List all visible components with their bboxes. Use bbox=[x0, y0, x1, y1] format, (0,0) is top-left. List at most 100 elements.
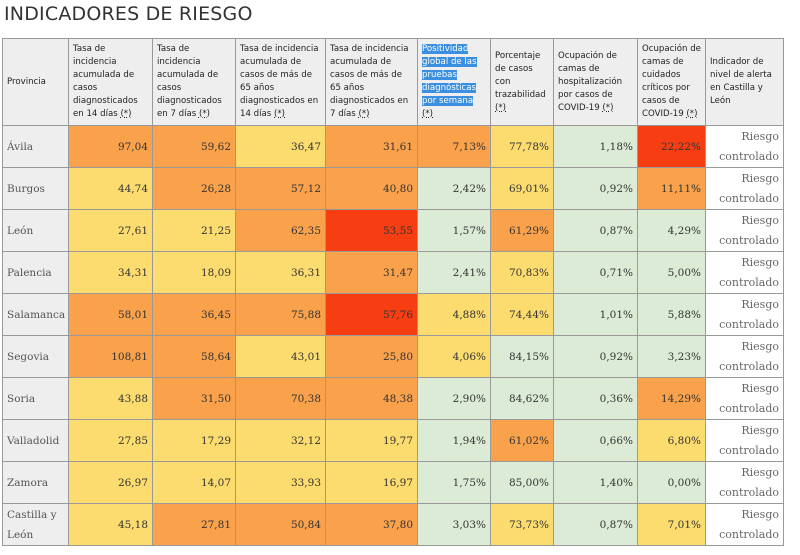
indicator-cell: 77,78% bbox=[490, 125, 554, 168]
alert-level-cell: Riesgo controlado bbox=[705, 293, 784, 336]
indicator-cell: 73,73% bbox=[490, 503, 554, 546]
alert-level-cell: Riesgo controlado bbox=[705, 503, 784, 546]
column-header-label: Tasa de incidencia acumulada de casos di… bbox=[73, 44, 138, 119]
indicator-cell: 25,80 bbox=[325, 335, 418, 378]
indicator-cell: 59,62 bbox=[152, 125, 236, 168]
indicator-cell: 0,71% bbox=[553, 251, 638, 294]
footnote-link[interactable]: (*) bbox=[602, 102, 614, 113]
table-row: Burgos 44,74 26,28 57,12 40,80 2,42% 69,01% 0,9… bbox=[2, 167, 784, 210]
indicator-cell: 58,01 bbox=[68, 293, 153, 336]
indicator-cell: 1,18% bbox=[553, 125, 638, 168]
alert-level-cell: Riesgo controlado bbox=[705, 167, 784, 210]
indicator-cell: 0,87% bbox=[553, 503, 638, 546]
indicator-cell: 31,50 bbox=[152, 377, 236, 420]
column-header-label: Tasa de incidencia acumulada de casos de… bbox=[330, 44, 409, 119]
indicator-cell: 36,47 bbox=[235, 125, 326, 168]
indicator-cell: 7,13% bbox=[417, 125, 491, 168]
indicator-cell: 33,93 bbox=[235, 461, 326, 504]
indicator-cell: 43,88 bbox=[68, 377, 153, 420]
column-header: Tasa de incidencia acumulada de casos di… bbox=[152, 38, 236, 126]
indicator-cell: 3,23% bbox=[637, 335, 706, 378]
province-cell: Burgos bbox=[2, 167, 69, 210]
footnote-link[interactable]: (*) bbox=[274, 109, 286, 119]
indicator-cell: 48,38 bbox=[325, 377, 418, 420]
indicator-cell: 7,01% bbox=[637, 503, 706, 546]
table-row: Salamanca 58,01 36,45 75,88 57,76 4,88% 74,44%… bbox=[2, 293, 784, 336]
indicator-cell: 19,77 bbox=[325, 419, 418, 462]
column-header: Indicador de nivel de alerta en Castilla… bbox=[705, 38, 784, 126]
footnote-link[interactable]: (*) bbox=[422, 109, 434, 119]
risk-indicators-table: Provincia Tasa de incidencia acumulada de… bbox=[2, 38, 784, 546]
indicator-cell: 27,61 bbox=[68, 209, 153, 252]
column-header-label: Tasa de incidencia acumulada de casos di… bbox=[157, 44, 222, 119]
indicator-cell: 4,06% bbox=[417, 335, 491, 378]
indicator-cell: 0,92% bbox=[553, 167, 638, 210]
indicator-cell: 0,92% bbox=[553, 335, 638, 378]
alert-level-cell: Riesgo controlado bbox=[705, 335, 784, 378]
table-row: León 27,61 21,25 62,35 53,55 1,57% 61,29% 0,87%… bbox=[2, 209, 784, 252]
indicator-cell: 1,40% bbox=[553, 461, 638, 504]
indicator-cell: 70,38 bbox=[235, 377, 326, 420]
column-header-label: Positividad global de las pruebas diagnó… bbox=[422, 44, 477, 106]
indicator-cell: 22,22% bbox=[637, 125, 706, 168]
indicator-cell: 2,90% bbox=[417, 377, 491, 420]
indicator-cell: 21,25 bbox=[152, 209, 236, 252]
footnote-link[interactable]: (*) bbox=[686, 109, 698, 119]
indicator-cell: 34,31 bbox=[68, 251, 153, 294]
footnote-link[interactable]: (*) bbox=[358, 109, 370, 119]
footnote-link[interactable]: (*) bbox=[198, 109, 210, 119]
indicator-cell: 62,35 bbox=[235, 209, 326, 252]
indicator-cell: 4,88% bbox=[417, 293, 491, 336]
indicator-cell: 26,97 bbox=[68, 461, 153, 504]
province-cell: Segovia bbox=[2, 335, 69, 378]
table-row: Palencia 34,31 18,09 36,31 31,47 2,41% 70,83% 0… bbox=[2, 251, 784, 294]
indicator-cell: 69,01% bbox=[490, 167, 554, 210]
indicator-cell: 0,36% bbox=[553, 377, 638, 420]
column-header: Provincia bbox=[2, 38, 69, 126]
indicator-cell: 61,29% bbox=[490, 209, 554, 252]
indicator-cell: 32,12 bbox=[235, 419, 326, 462]
column-header: Tasa de incidencia acumulada de casos de… bbox=[325, 38, 418, 126]
table-row: Segovia 108,81 58,64 43,01 25,80 4,06% 84,15% 0… bbox=[2, 335, 784, 378]
indicator-cell: 36,45 bbox=[152, 293, 236, 336]
indicator-cell: 5,00% bbox=[637, 251, 706, 294]
indicator-cell: 108,81 bbox=[68, 335, 153, 378]
indicator-cell: 26,28 bbox=[152, 167, 236, 210]
indicator-cell: 0,00% bbox=[637, 461, 706, 504]
indicator-cell: 50,84 bbox=[235, 503, 326, 546]
indicator-cell: 0,66% bbox=[553, 419, 638, 462]
indicator-cell: 1,01% bbox=[553, 293, 638, 336]
province-cell: Zamora bbox=[2, 461, 69, 504]
indicator-cell: 70,83% bbox=[490, 251, 554, 294]
indicator-cell: 85,00% bbox=[490, 461, 554, 504]
indicator-cell: 53,55 bbox=[325, 209, 418, 252]
indicator-cell: 16,97 bbox=[325, 461, 418, 504]
column-header-label: Ocupación de camas de hospitalización po… bbox=[558, 50, 623, 113]
indicator-cell: 44,74 bbox=[68, 167, 153, 210]
indicator-cell: 31,47 bbox=[325, 251, 418, 294]
table-row: Soria 43,88 31,50 70,38 48,38 2,90% 84,62% 0,36… bbox=[2, 377, 784, 420]
indicator-cell: 2,41% bbox=[417, 251, 491, 294]
column-header: Tasa de incidencia acumulada de casos di… bbox=[68, 38, 153, 126]
province-cell: Ávila bbox=[2, 125, 69, 168]
indicator-cell: 1,75% bbox=[417, 461, 491, 504]
indicator-cell: 27,81 bbox=[152, 503, 236, 546]
alert-level-cell: Riesgo controlado bbox=[705, 125, 784, 168]
indicator-cell: 84,62% bbox=[490, 377, 554, 420]
indicator-cell: 14,29% bbox=[637, 377, 706, 420]
province-cell: Castilla y León bbox=[2, 503, 69, 546]
table-row: Ávila 97,04 59,62 36,47 31,61 7,13% 77,78% 1,18… bbox=[2, 125, 784, 168]
indicator-cell: 57,76 bbox=[325, 293, 418, 336]
indicator-cell: 17,29 bbox=[152, 419, 236, 462]
indicator-cell: 0,87% bbox=[553, 209, 638, 252]
footnote-link[interactable]: (*) bbox=[120, 109, 132, 119]
indicator-cell: 74,44% bbox=[490, 293, 554, 336]
indicator-cell: 58,64 bbox=[152, 335, 236, 378]
province-cell: Valladolid bbox=[2, 419, 69, 462]
province-cell: Salamanca bbox=[2, 293, 69, 336]
indicator-cell: 43,01 bbox=[235, 335, 326, 378]
province-cell: León bbox=[2, 209, 69, 252]
table-row: Zamora 26,97 14,07 33,93 16,97 1,75% 85,00% 1,4… bbox=[2, 461, 784, 504]
indicator-cell: 14,07 bbox=[152, 461, 236, 504]
footnote-link[interactable]: (*) bbox=[495, 102, 507, 113]
